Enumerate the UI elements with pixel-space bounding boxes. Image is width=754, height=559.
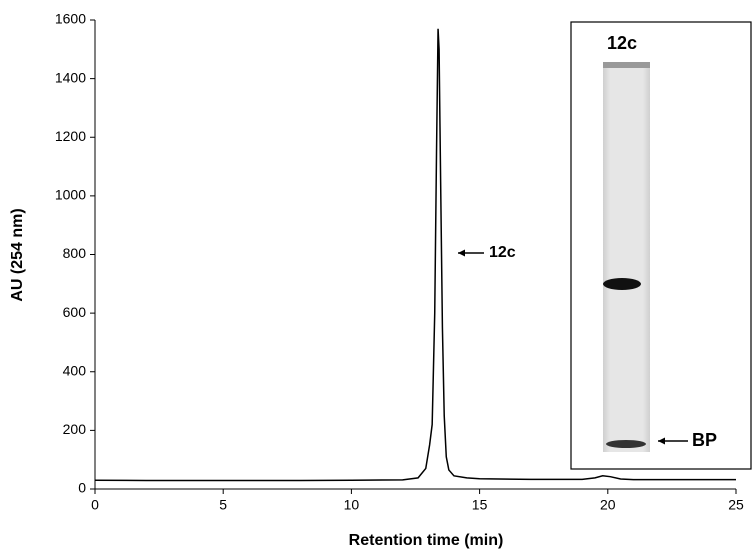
y-axis-label: AU (254 nm) (9, 208, 26, 301)
data-line (94, 28, 736, 482)
y-tick-label: 1400 (55, 69, 86, 85)
inset-label: BP (692, 430, 717, 450)
inset-title: 12c (607, 33, 637, 53)
x-tick-label: 10 (344, 497, 360, 513)
x-tick-label: 15 (472, 497, 488, 513)
arrow-head (658, 437, 665, 445)
x-tick-label: 20 (600, 497, 616, 513)
inset-frame (570, 21, 752, 470)
gel-band (603, 278, 641, 290)
gel-band (606, 440, 646, 448)
annotation: 12c (489, 244, 516, 261)
arrow-head (458, 249, 465, 257)
inset: 12c BP (570, 21, 752, 470)
y-tick-label: 1200 (55, 128, 86, 144)
y-tick-label: 200 (63, 421, 87, 437)
x-axis-label: Retention time (min) (349, 532, 504, 549)
gel-well (603, 62, 650, 68)
y-tick-label: 1000 (55, 187, 86, 203)
x-tick-label: 25 (728, 497, 744, 513)
y-tick-label: 1600 (55, 11, 86, 27)
x-tick-label: 0 (91, 497, 99, 513)
y-tick-label: 0 (78, 480, 86, 496)
y-tick-label: 800 (63, 245, 87, 261)
x-tick-label: 5 (219, 497, 227, 513)
y-tick-label: 400 (63, 362, 87, 378)
y-tick-label: 600 (63, 304, 87, 320)
gel-lane (603, 62, 650, 452)
